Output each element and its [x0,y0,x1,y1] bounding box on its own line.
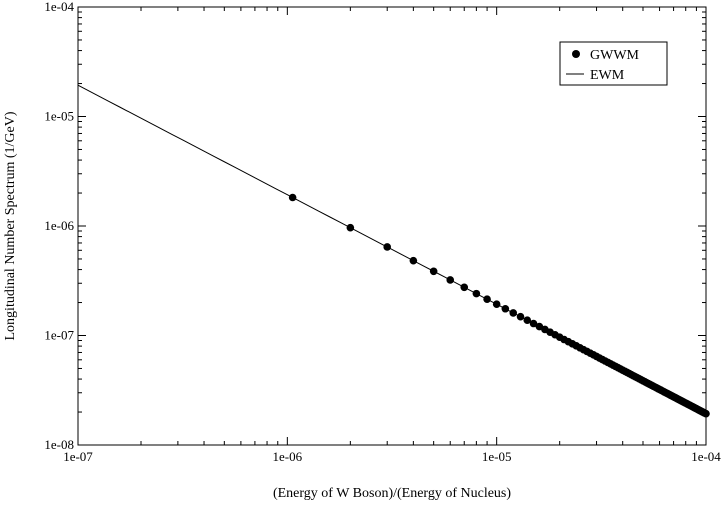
x-tick-label: 1e-04 [691,449,721,464]
x-axis-label: (Energy of W Boson)/(Energy of Nucleus) [273,486,511,501]
gwwm-point [429,267,438,276]
y-tick-label: 1e-06 [44,218,74,233]
y-tick-label: 1e-05 [44,109,74,124]
tick-labels: 1e-07 1e-06 1e-05 1e-041e-081e-071e-061e-05… [44,0,721,464]
gwwm-point [501,304,510,313]
gwwm-point [288,193,297,202]
legend-box [559,41,668,86]
gwwm-point [492,300,501,309]
gwwm-point [523,316,532,325]
y-tick-label: 1e-07 [44,328,74,343]
gwwm-point [516,312,525,321]
gwwm-point [446,276,455,284]
gwwm-point [346,223,355,232]
gwwm-series-points [288,193,710,418]
legend-gwwm-marker [572,50,580,58]
gwwm-point [509,309,518,317]
gwwm-point [702,409,710,418]
x-tick-label: 1e-06 [273,449,303,464]
legend: GWWM EWM [559,41,668,86]
y-tick-label: 1e-08 [44,437,74,452]
y-axis-label: Longitudinal Number Spectrum (1/GeV) [3,111,18,340]
axis-ticks [77,6,707,446]
gwwm-point [383,243,392,251]
legend-ewm-label: EWM [590,68,625,83]
y-tick-label: 1e-04 [44,0,74,14]
gwwm-point [409,256,418,265]
x-tick-label: 1e-07 [63,449,93,464]
gwwm-point [483,295,491,304]
gwwm-point [529,319,538,328]
legend-gwwm-label: GWWM [590,48,640,63]
x-tick-label: 1e-05 [482,449,512,464]
gwwm-point [472,289,481,298]
gwwm-point [460,283,469,292]
